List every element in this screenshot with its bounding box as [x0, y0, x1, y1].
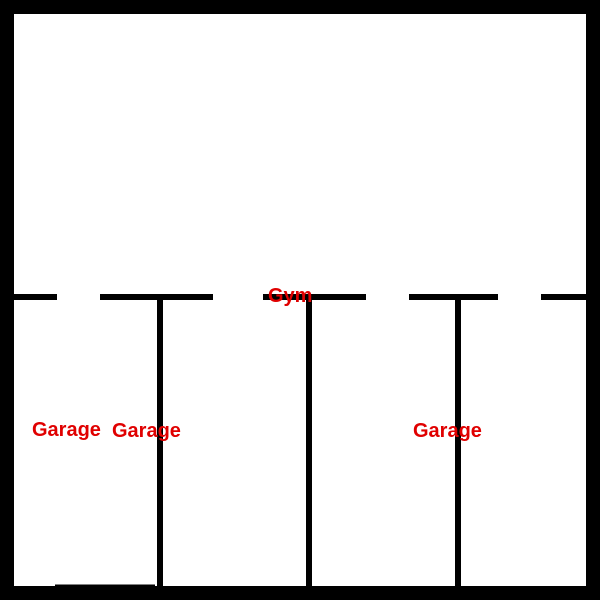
room-label-gym: Gym [268, 285, 313, 307]
room-label-garage-2: Garage [112, 420, 181, 442]
room-label-garage-3: Garage [413, 420, 482, 442]
room-label-garage-1: Garage [32, 419, 101, 441]
